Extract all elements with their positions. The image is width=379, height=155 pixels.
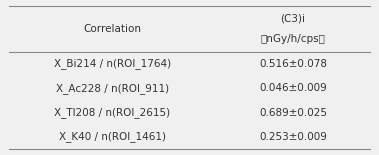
Text: 0.253±0.009: 0.253±0.009 <box>259 132 327 142</box>
Text: X_K40 / n(ROI_1461): X_K40 / n(ROI_1461) <box>59 131 166 142</box>
Text: (C3)i: (C3)i <box>280 14 305 24</box>
Text: X_Bi214 / n(ROI_1764): X_Bi214 / n(ROI_1764) <box>54 58 171 69</box>
Text: （nGy/h/cps）: （nGy/h/cps） <box>260 34 326 44</box>
Text: X_Ac228 / n(ROI_911): X_Ac228 / n(ROI_911) <box>56 83 169 94</box>
Text: Correlation: Correlation <box>83 24 141 34</box>
Text: X_Tl208 / n(ROI_2615): X_Tl208 / n(ROI_2615) <box>54 107 171 118</box>
Text: 0.516±0.078: 0.516±0.078 <box>259 59 327 69</box>
Text: 0.046±0.009: 0.046±0.009 <box>259 83 327 93</box>
Text: 0.689±0.025: 0.689±0.025 <box>259 108 327 117</box>
